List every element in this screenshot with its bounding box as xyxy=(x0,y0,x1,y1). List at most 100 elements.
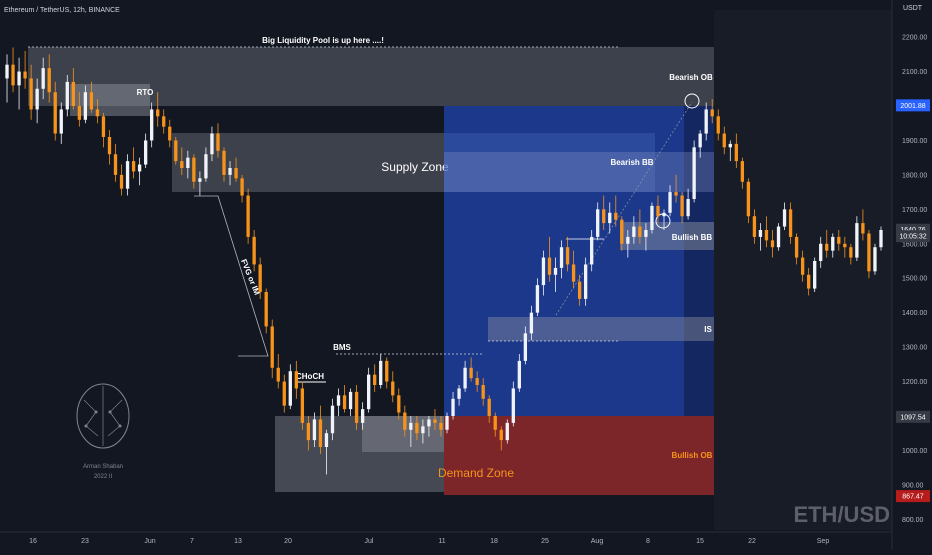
x-tick-label: 13 xyxy=(234,538,242,545)
candle-body xyxy=(800,257,805,275)
candle-body xyxy=(541,257,546,286)
candle-body xyxy=(71,81,75,106)
candle-body xyxy=(662,212,666,217)
candle-body xyxy=(198,178,202,182)
candle-body xyxy=(650,205,654,230)
candle-body xyxy=(656,205,660,217)
candle-body xyxy=(487,398,491,416)
y-tick-label: 1900.00 xyxy=(902,138,927,145)
candle-body xyxy=(469,367,473,379)
stop-zone xyxy=(444,416,714,495)
x-tick-label: 23 xyxy=(81,538,89,545)
y-tick-label: 1200.00 xyxy=(902,379,927,386)
candle-body xyxy=(282,381,286,406)
candle-body xyxy=(312,419,317,441)
candle-body xyxy=(505,422,509,441)
price-tag-label: 1097.54 xyxy=(900,414,925,421)
price-tag-label: 2001.88 xyxy=(900,103,925,110)
chart-title: Ethereum / TetherUS, 12h, BINANCE xyxy=(4,7,120,14)
candles-layer xyxy=(5,47,883,475)
candle-body xyxy=(547,257,552,275)
candle-body xyxy=(740,161,745,182)
candle-body xyxy=(831,236,835,251)
logo-name: Arman Shaban xyxy=(83,464,123,470)
candle-body xyxy=(710,109,714,117)
bearish-bb-label: Bearish BB xyxy=(610,158,653,167)
candle-body xyxy=(614,212,618,220)
candle-body xyxy=(174,140,178,162)
candle-body xyxy=(119,174,124,189)
candle-body xyxy=(608,212,612,224)
candle-body xyxy=(354,391,359,423)
candle-body xyxy=(529,312,534,334)
candle-body xyxy=(644,230,648,237)
candle-body xyxy=(246,195,250,237)
candle-body xyxy=(788,209,793,237)
candle-body xyxy=(849,247,853,258)
candle-body xyxy=(336,395,341,406)
candle-body xyxy=(638,226,642,237)
rto-label: RTO xyxy=(137,88,154,97)
bearish-ob-circle xyxy=(684,93,700,109)
candle-body xyxy=(583,264,588,299)
price-tag xyxy=(896,99,930,112)
candle-body xyxy=(451,398,455,416)
price-tag xyxy=(896,410,930,423)
demand-zone-inner xyxy=(362,416,444,452)
candle-body xyxy=(234,168,238,179)
candle-body xyxy=(47,68,51,93)
candle-body xyxy=(137,164,142,172)
y-tick-label: 2100.00 xyxy=(902,69,927,76)
candle-body xyxy=(523,333,528,361)
currency-label: USDT xyxy=(903,5,923,12)
candle-body xyxy=(445,416,449,430)
candle-body xyxy=(101,116,106,137)
candle-body xyxy=(294,371,298,389)
candle-body xyxy=(481,385,485,399)
candle-body xyxy=(360,409,365,423)
candle-body xyxy=(837,236,841,244)
candle-body xyxy=(807,274,811,289)
candle-body xyxy=(35,88,39,110)
candle-body xyxy=(397,395,401,413)
candle-body xyxy=(626,236,630,244)
candle-body xyxy=(493,416,497,430)
choch-label: CHoCH xyxy=(296,372,324,381)
candle-body xyxy=(879,230,883,248)
candle-body xyxy=(204,154,208,179)
candle-body xyxy=(403,412,407,430)
zones-layer: Big Liquidity Pool is up here ....! RTO … xyxy=(28,36,714,495)
bearish-bb-zone xyxy=(444,152,714,192)
candle-body xyxy=(210,133,214,155)
candle-body xyxy=(698,133,702,148)
y-tick-label: 1700.00 xyxy=(902,207,927,214)
candle-body xyxy=(421,426,425,434)
candle-body xyxy=(168,126,172,141)
candle-body xyxy=(324,433,329,447)
candle-body xyxy=(143,140,148,165)
candle-body xyxy=(716,116,720,134)
candle-body xyxy=(379,360,383,385)
candle-body xyxy=(813,261,817,289)
candle-body xyxy=(577,281,582,299)
candle-body xyxy=(511,388,515,423)
y-tick-label: 1500.00 xyxy=(902,276,927,283)
candle-body xyxy=(240,178,244,196)
candle-body xyxy=(439,422,443,430)
candle-body xyxy=(150,109,154,141)
candle-body xyxy=(107,137,112,155)
brain-logo: Arman Shaban 2022 II xyxy=(76,383,130,480)
candle-body xyxy=(776,226,781,248)
x-tick-label: Jul xyxy=(365,538,374,545)
y-tick-label: 1300.00 xyxy=(902,345,927,352)
candle-body xyxy=(752,216,757,237)
price-tag-label: 10:05:32 xyxy=(899,234,926,241)
candle-body xyxy=(734,143,738,162)
candle-body xyxy=(728,143,732,148)
is-zone xyxy=(488,317,714,341)
candle-body xyxy=(415,422,419,434)
supply-zone-label: Supply Zone xyxy=(381,160,449,174)
